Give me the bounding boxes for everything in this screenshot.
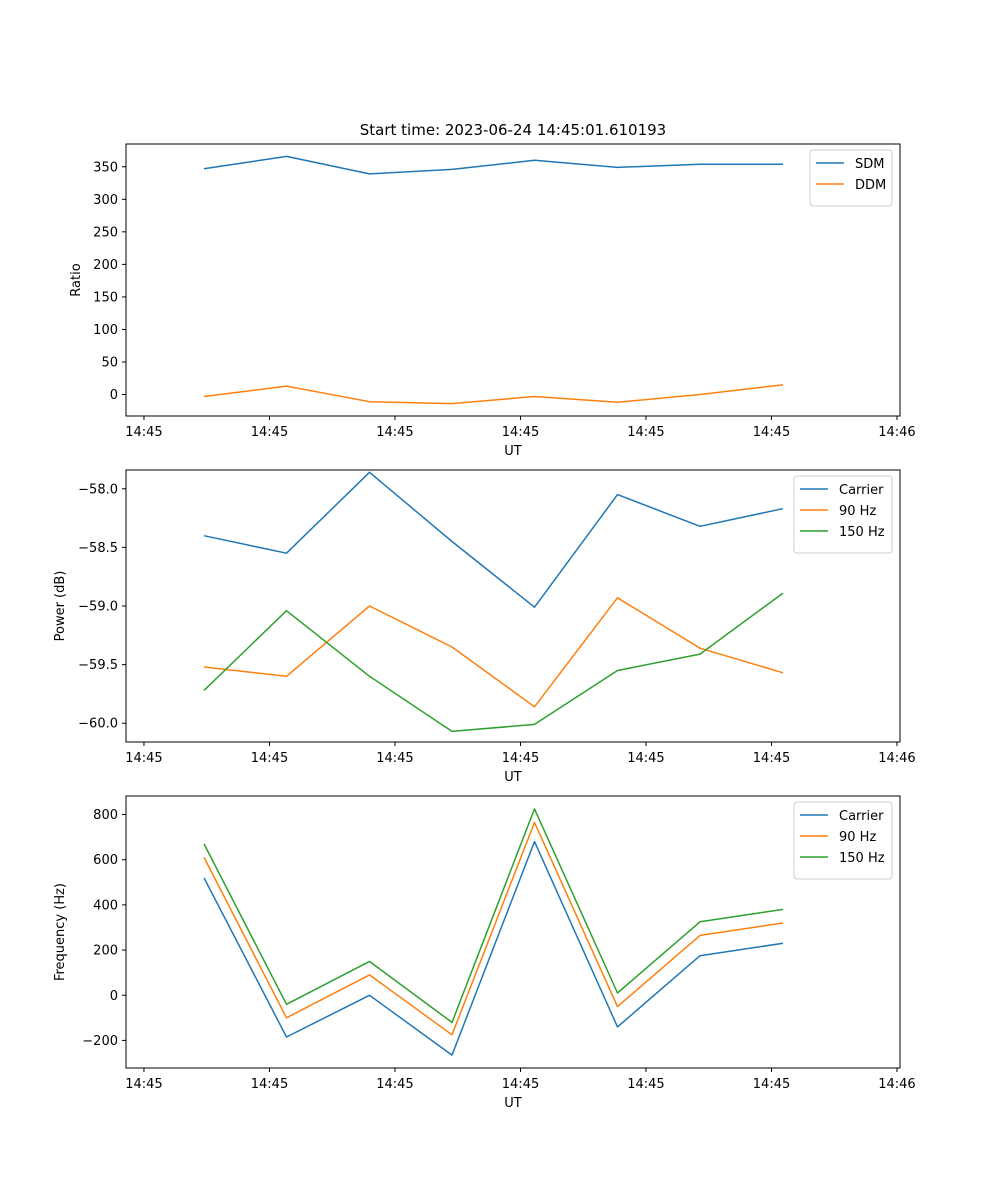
- legend-label: 150 Hz: [839, 851, 885, 866]
- x-tick-label: 14:45: [753, 751, 790, 766]
- x-tick-label: 14:45: [753, 425, 790, 440]
- x-tick-label: 14:45: [502, 425, 539, 440]
- y-tick-label: −59.0: [78, 600, 118, 615]
- x-tick-label: 14:45: [376, 425, 413, 440]
- x-tick-label: 14:45: [251, 751, 288, 766]
- y-tick-label: 0: [110, 388, 118, 403]
- legend-label: Carrier: [839, 483, 884, 498]
- x-tick-label: 14:45: [627, 751, 664, 766]
- x-tick-label: 14:45: [125, 425, 162, 440]
- chart-2: 14:45 14:45 14:45 14:45 14:45 14:45 14:46 −60.0…: [53, 469, 916, 785]
- legend-label: Carrier: [839, 809, 884, 824]
- chart-3: 14:45 14:45 14:45 14:45 14:45 14:45 14:46 −200 0…: [53, 795, 916, 1111]
- legend-label: 90 Hz: [839, 830, 876, 845]
- x-tick-label: 14:45: [627, 425, 664, 440]
- y-tick-label: −60.0: [78, 717, 118, 732]
- plot-frame: [125, 143, 901, 417]
- x-tick-label: 14:45: [502, 751, 539, 766]
- x-tick-label: 14:45: [753, 1077, 790, 1092]
- series-line-90-hz: [203, 821, 784, 1036]
- y-tick-label: −200: [82, 1034, 118, 1049]
- series-line-carrier: [203, 840, 784, 1056]
- x-tick-label: 14:45: [376, 1077, 413, 1092]
- legend-label: 150 Hz: [839, 525, 885, 540]
- x-tick-label: 14:45: [251, 425, 288, 440]
- y-tick-label: 250: [93, 225, 118, 240]
- y-tick-label: 100: [93, 323, 118, 338]
- series-line-ddm: [203, 384, 784, 405]
- y-tick-label: 0: [110, 989, 118, 1004]
- series-line-sdm: [203, 155, 783, 175]
- y-tick-label: 50: [101, 355, 118, 370]
- legend-box: [793, 475, 893, 554]
- y-axis-label: Frequency (Hz): [53, 883, 68, 981]
- y-tick-label: 150: [93, 290, 118, 305]
- y-tick-label: −59.5: [78, 658, 118, 673]
- chart-title: Start time: 2023-06-24 14:45:01.610193: [360, 121, 666, 139]
- x-axis-label: UT: [504, 444, 522, 459]
- plot-frame: [125, 795, 901, 1069]
- x-tick-label: 14:45: [125, 751, 162, 766]
- x-tick-label: 14:45: [125, 1077, 162, 1092]
- x-tick-label: 14:46: [878, 751, 915, 766]
- x-tick-label: 14:45: [502, 1077, 539, 1092]
- legend-box: [809, 149, 893, 207]
- series-line-150-hz: [203, 592, 784, 733]
- series-line-150-hz: [203, 808, 784, 1024]
- y-tick-label: 200: [93, 258, 118, 273]
- y-tick-label: 300: [93, 193, 118, 208]
- legend-label: 90 Hz: [839, 504, 876, 519]
- plot-frame: [125, 469, 901, 743]
- y-axis-label: Ratio: [69, 263, 84, 296]
- x-axis-label: UT: [504, 1096, 522, 1111]
- chart-1: Start time: 2023-06-24 14:45:01.610193 14…: [69, 121, 916, 459]
- x-tick-label: 14:45: [627, 1077, 664, 1092]
- series-line-carrier: [203, 471, 784, 608]
- x-tick-label: 14:45: [376, 751, 413, 766]
- y-tick-label: −58.5: [78, 541, 118, 556]
- legend-label: SDM: [855, 157, 884, 172]
- y-tick-label: 800: [93, 808, 118, 823]
- legend-box: [793, 801, 893, 880]
- y-tick-label: 350: [93, 160, 118, 175]
- series-line-90-hz: [203, 597, 784, 708]
- y-axis-label: Power (dB): [53, 571, 68, 642]
- y-tick-label: −58.0: [78, 482, 118, 497]
- y-tick-label: 400: [93, 898, 118, 913]
- legend-label: DDM: [855, 178, 886, 193]
- x-tick-label: 14:46: [878, 1077, 915, 1092]
- x-tick-label: 14:45: [251, 1077, 288, 1092]
- y-tick-label: 600: [93, 853, 118, 868]
- x-axis-label: UT: [504, 770, 522, 785]
- x-tick-label: 14:46: [878, 425, 915, 440]
- y-tick-label: 200: [93, 944, 118, 959]
